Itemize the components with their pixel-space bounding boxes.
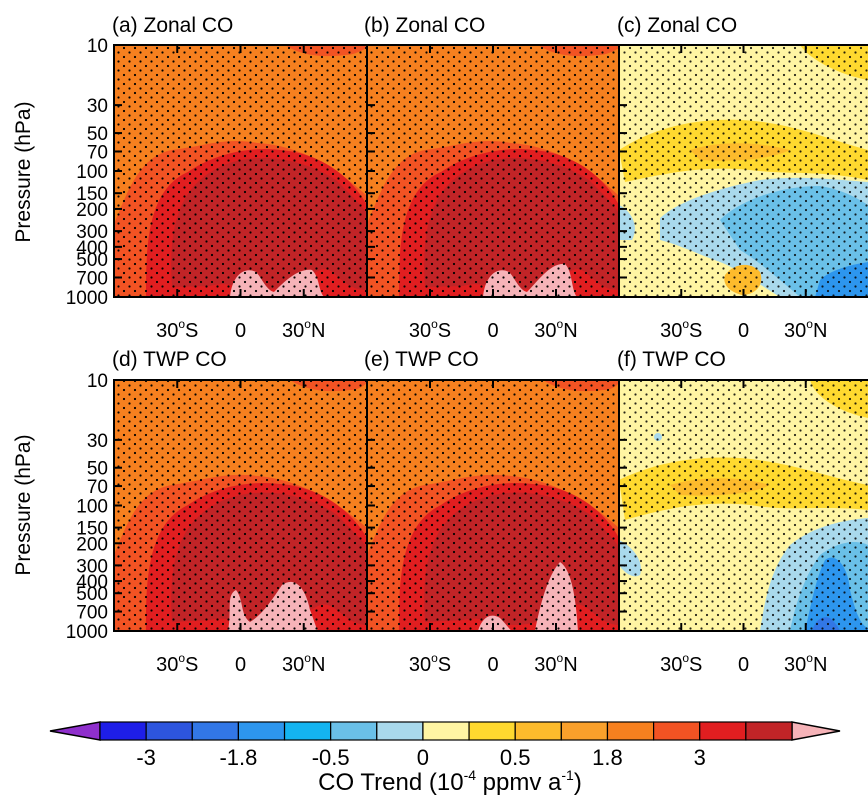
x-tick-label: 0 xyxy=(738,654,749,676)
y-tick-label: 700 xyxy=(76,268,108,289)
x-tick-label: 0 xyxy=(487,654,498,676)
colorbar-swatch xyxy=(330,721,378,741)
x-tick-label: 30oS xyxy=(409,317,451,342)
colorbar-swatch xyxy=(145,721,193,741)
colorbar-label-unit: ppmv a xyxy=(476,769,562,796)
colorbar-swatch xyxy=(283,721,332,741)
y-tick-label: 100 xyxy=(76,497,108,518)
panel-a-title: (a) Zonal CO xyxy=(112,14,233,37)
panel-c-stipple xyxy=(619,45,868,297)
colorbar-label-close: ) xyxy=(574,769,582,796)
y-tick-label: 10 xyxy=(87,371,108,392)
y-tick-label: 1000 xyxy=(66,288,108,309)
y-tick-label: 1000 xyxy=(66,622,108,643)
x-tick-label: 30oS xyxy=(156,317,198,342)
colorbar-swatch xyxy=(745,721,793,741)
colorbar-tick-label: -0.5 xyxy=(312,745,350,770)
x-tick-label: 0 xyxy=(487,320,498,342)
colorbar-swatch xyxy=(237,721,286,741)
colorbar-swatch xyxy=(468,721,516,741)
colorbar-swatch xyxy=(514,721,562,741)
y-tick-label: 150 xyxy=(76,184,108,205)
x-tick-label: 30oN xyxy=(784,317,827,342)
y-tick-label: 150 xyxy=(76,519,108,540)
panel-e-title: (e) TWP CO xyxy=(364,348,479,371)
y-tick-label: 500 xyxy=(76,250,108,271)
x-tick-label: 0 xyxy=(738,320,749,342)
y-tick-label: 50 xyxy=(87,459,108,480)
y-tick-label: 30 xyxy=(87,96,108,117)
x-tick-label: 30oS xyxy=(156,651,198,676)
x-tick-label: 30oS xyxy=(660,651,702,676)
panel-d xyxy=(114,380,367,631)
y-tick-label: 700 xyxy=(76,603,108,624)
colorbar-over-arrow xyxy=(791,721,841,741)
panel-a xyxy=(114,45,367,297)
y-tick-label: 70 xyxy=(87,477,108,498)
colorbar-tick-label: 0 xyxy=(417,745,429,770)
x-tick-label: 0 xyxy=(235,654,246,676)
colorbar-tick-label: -3 xyxy=(136,745,156,770)
colorbar-tick-label: 0.5 xyxy=(500,745,531,770)
colorbar-tick-label: 3 xyxy=(694,745,706,770)
panel-c xyxy=(619,45,868,297)
y-tick-label: 50 xyxy=(87,124,108,145)
x-tick-label: 30oN xyxy=(534,651,577,676)
panel-e xyxy=(367,380,619,631)
y-tick-label: 400 xyxy=(76,572,108,593)
x-tick-label: 30oN xyxy=(534,317,577,342)
x-tick-label: 30oS xyxy=(409,651,451,676)
colorbar-tick-label: 1.8 xyxy=(592,745,623,770)
panel-d-title: (d) TWP CO xyxy=(112,348,227,371)
x-tick-label: 30oN xyxy=(784,651,827,676)
x-tick-label: 0 xyxy=(235,320,246,342)
x-tick-label: 30oN xyxy=(282,651,325,676)
panel-b-stipple xyxy=(367,45,619,297)
colorbar-under-arrow xyxy=(49,721,101,741)
x-tick-label: 30oS xyxy=(660,317,702,342)
x-tick-label: 30oN xyxy=(282,317,325,342)
colorbar-label-exponent: -4 xyxy=(464,767,477,783)
y-axis-label-bottom: Pressure (hPa) xyxy=(12,434,35,575)
y-tick-label: 300 xyxy=(76,222,108,243)
y-tick-label: 500 xyxy=(76,584,108,605)
panel-f-stipple xyxy=(619,380,868,631)
y-tick-label: 300 xyxy=(76,556,108,577)
panel-c-title: (c) Zonal CO xyxy=(617,14,737,37)
colorbar-swatch xyxy=(560,721,609,741)
panel-f xyxy=(619,380,868,631)
y-tick-label: 70 xyxy=(87,142,108,163)
colorbar-tick-label: -1.8 xyxy=(219,745,257,770)
colorbar-label-main: CO Trend (10 xyxy=(318,769,463,796)
y-tick-label: 200 xyxy=(76,534,108,555)
y-tick-label: 30 xyxy=(87,431,108,452)
colorbar-label-unit-exponent: -1 xyxy=(561,767,574,783)
panel-a-stipple xyxy=(114,45,367,297)
y-tick-label: 200 xyxy=(76,200,108,221)
colorbar-swatch xyxy=(422,721,470,741)
colorbar-swatch xyxy=(376,721,424,741)
panel-d-stipple xyxy=(114,380,367,631)
colorbar-swatch xyxy=(99,721,147,741)
colorbar: -3 -1.8 -0.5 0 0.5 1.8 3 xyxy=(49,721,841,770)
panel-e-stipple xyxy=(367,380,619,631)
colorbar-swatch xyxy=(606,721,655,741)
y-tick-label: 100 xyxy=(76,162,108,183)
panel-b-title: (b) Zonal CO xyxy=(364,14,485,37)
y-axis-label-top: Pressure (hPa) xyxy=(12,101,35,242)
colorbar-label: CO Trend (10-4 ppmv a-1) xyxy=(318,767,582,796)
colorbar-swatch xyxy=(699,721,747,741)
y-tick-label: 400 xyxy=(76,238,108,259)
panel-b xyxy=(367,45,619,297)
y-tick-label: 10 xyxy=(87,36,108,57)
colorbar-swatch xyxy=(191,721,239,741)
colorbar-swatch xyxy=(652,721,701,741)
panel-f-title: (f) TWP CO xyxy=(617,348,726,371)
